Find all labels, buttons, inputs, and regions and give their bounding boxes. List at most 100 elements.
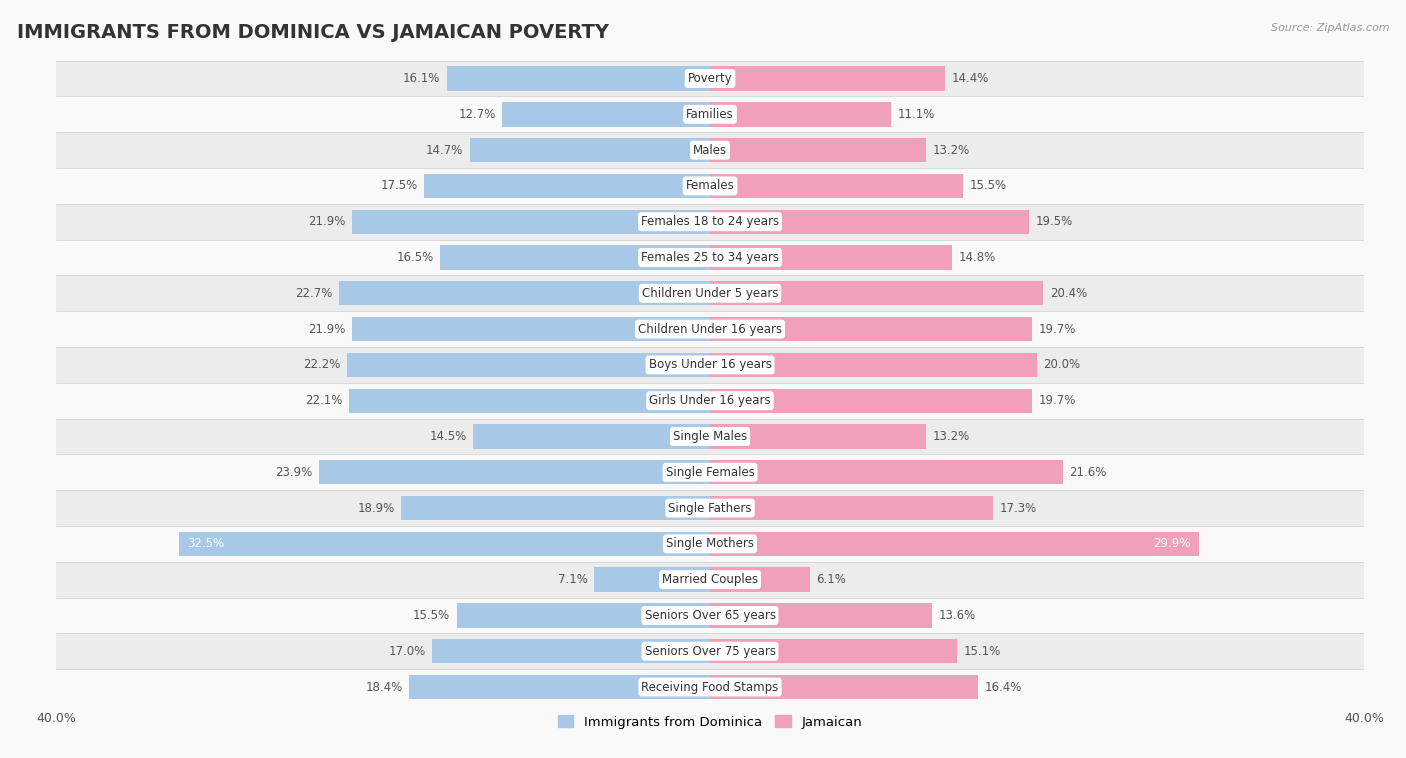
Bar (319, 460, 710, 484)
Text: 14.7%: 14.7% (426, 143, 463, 157)
Text: 20.0%: 20.0% (1043, 359, 1081, 371)
Text: Females 18 to 24 years: Females 18 to 24 years (641, 215, 779, 228)
Text: 21.6%: 21.6% (1070, 465, 1107, 479)
Text: Seniors Over 75 years: Seniors Over 75 years (644, 645, 776, 658)
Text: 15.5%: 15.5% (970, 180, 1007, 193)
Bar (56, 61, 1364, 96)
Text: Females: Females (686, 180, 734, 193)
Text: Receiving Food Stamps: Receiving Food Stamps (641, 681, 779, 694)
Bar (56, 634, 1364, 669)
Text: 15.5%: 15.5% (413, 609, 450, 622)
Bar (710, 352, 1038, 377)
Text: 19.5%: 19.5% (1035, 215, 1073, 228)
Bar (56, 562, 1364, 597)
Bar (349, 389, 710, 413)
Text: Source: ZipAtlas.com: Source: ZipAtlas.com (1271, 23, 1389, 33)
Text: 15.1%: 15.1% (963, 645, 1001, 658)
Bar (56, 454, 1364, 490)
Text: 21.9%: 21.9% (308, 215, 346, 228)
Bar (56, 418, 1364, 454)
Bar (56, 275, 1364, 312)
Bar (710, 102, 891, 127)
Text: Married Couples: Married Couples (662, 573, 758, 586)
Text: 13.2%: 13.2% (932, 143, 970, 157)
Text: Girls Under 16 years: Girls Under 16 years (650, 394, 770, 407)
Text: 21.9%: 21.9% (308, 323, 346, 336)
Bar (401, 496, 710, 520)
Text: 17.3%: 17.3% (1000, 502, 1036, 515)
Text: Males: Males (693, 143, 727, 157)
Bar (710, 603, 932, 628)
Text: 13.6%: 13.6% (939, 609, 976, 622)
Bar (710, 531, 1199, 556)
Text: Children Under 5 years: Children Under 5 years (641, 287, 779, 300)
Bar (179, 531, 710, 556)
Text: Poverty: Poverty (688, 72, 733, 85)
Text: 14.4%: 14.4% (952, 72, 990, 85)
Bar (472, 424, 710, 449)
Bar (352, 209, 710, 234)
Bar (710, 424, 925, 449)
Text: 22.1%: 22.1% (305, 394, 342, 407)
Bar (710, 639, 957, 663)
Bar (56, 132, 1364, 168)
Bar (56, 204, 1364, 240)
Bar (710, 389, 1032, 413)
Text: Single Mothers: Single Mothers (666, 537, 754, 550)
Bar (710, 281, 1043, 305)
Text: Families: Families (686, 108, 734, 121)
Text: Children Under 16 years: Children Under 16 years (638, 323, 782, 336)
Text: 20.4%: 20.4% (1050, 287, 1087, 300)
Bar (710, 496, 993, 520)
Text: 12.7%: 12.7% (458, 108, 496, 121)
Bar (56, 312, 1364, 347)
Bar (710, 209, 1029, 234)
Text: Boys Under 16 years: Boys Under 16 years (648, 359, 772, 371)
Bar (56, 526, 1364, 562)
Text: Single Females: Single Females (665, 465, 755, 479)
Bar (56, 347, 1364, 383)
Text: 17.5%: 17.5% (380, 180, 418, 193)
Bar (56, 240, 1364, 275)
Bar (56, 168, 1364, 204)
Text: Single Fathers: Single Fathers (668, 502, 752, 515)
Text: 22.2%: 22.2% (304, 359, 340, 371)
Bar (710, 246, 952, 270)
Bar (440, 246, 710, 270)
Bar (56, 669, 1364, 705)
Bar (409, 675, 710, 699)
Bar (710, 174, 963, 198)
Text: 19.7%: 19.7% (1039, 394, 1076, 407)
Text: 13.2%: 13.2% (932, 430, 970, 443)
Text: Single Males: Single Males (673, 430, 747, 443)
Bar (339, 281, 710, 305)
Bar (710, 460, 1063, 484)
Text: IMMIGRANTS FROM DOMINICA VS JAMAICAN POVERTY: IMMIGRANTS FROM DOMINICA VS JAMAICAN POV… (17, 23, 609, 42)
Bar (447, 67, 710, 91)
Bar (710, 675, 979, 699)
Bar (502, 102, 710, 127)
Text: 29.9%: 29.9% (1153, 537, 1191, 550)
Text: 14.5%: 14.5% (429, 430, 467, 443)
Bar (56, 383, 1364, 418)
Bar (56, 96, 1364, 132)
Bar (457, 603, 710, 628)
Text: 18.4%: 18.4% (366, 681, 402, 694)
Text: 17.0%: 17.0% (388, 645, 426, 658)
Bar (710, 67, 945, 91)
Text: 7.1%: 7.1% (558, 573, 588, 586)
Text: 11.1%: 11.1% (898, 108, 935, 121)
Text: 23.9%: 23.9% (276, 465, 314, 479)
Bar (710, 568, 810, 592)
Text: 16.5%: 16.5% (396, 251, 434, 264)
Text: 19.7%: 19.7% (1039, 323, 1076, 336)
Bar (56, 490, 1364, 526)
Text: 16.4%: 16.4% (984, 681, 1022, 694)
Bar (352, 317, 710, 341)
Text: 32.5%: 32.5% (187, 537, 224, 550)
Text: Females 25 to 34 years: Females 25 to 34 years (641, 251, 779, 264)
Text: Seniors Over 65 years: Seniors Over 65 years (644, 609, 776, 622)
Text: 6.1%: 6.1% (817, 573, 846, 586)
Bar (347, 352, 710, 377)
Text: 16.1%: 16.1% (404, 72, 440, 85)
